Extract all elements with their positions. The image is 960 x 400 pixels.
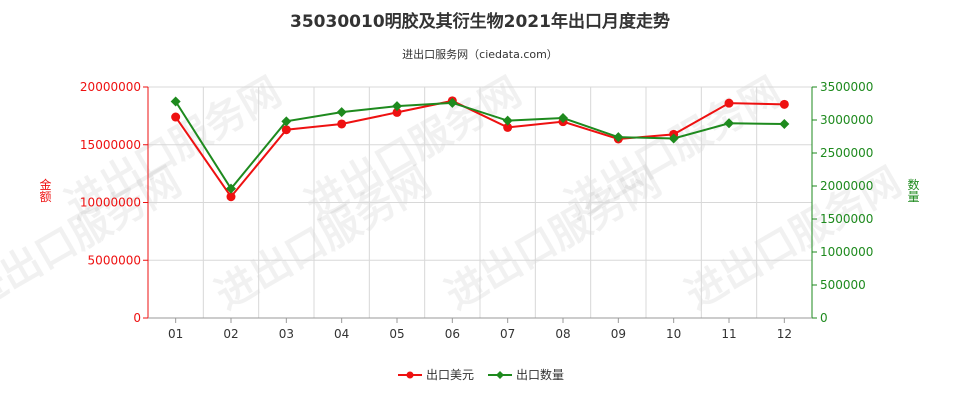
right-tick-label: 1500000: [820, 212, 873, 226]
chart-subtitle: 进出口服务网（ciedata.com）: [402, 47, 558, 61]
data-point-series-0[interactable]: [724, 98, 734, 108]
data-point-series-1[interactable]: [281, 116, 292, 127]
right-axis-label: 数量: [906, 177, 920, 202]
legend-label-0[interactable]: 出口美元: [426, 368, 474, 382]
left-tick-label: 5000000: [88, 253, 141, 267]
right-tick-label: 500000: [820, 278, 866, 292]
left-tick-label: 10000000: [80, 196, 141, 210]
data-point-series-1[interactable]: [447, 97, 458, 108]
right-tick-label: 3500000: [820, 80, 873, 94]
x-tick-label: 03: [279, 327, 294, 341]
data-point-series-1[interactable]: [226, 183, 236, 194]
series-line-1: [174, 100, 785, 191]
data-point-series-1[interactable]: [724, 118, 734, 129]
x-tick-label: 01: [168, 327, 183, 341]
data-point-series-0[interactable]: [337, 119, 347, 129]
series-line-0: [174, 99, 785, 199]
legend-marker-1: [496, 371, 504, 379]
data-point-series-0[interactable]: [226, 192, 236, 202]
right-tick-label: 1000000: [820, 245, 873, 259]
data-point-series-0[interactable]: [392, 107, 402, 117]
x-tick-label: 07: [500, 327, 515, 341]
x-tick-label: 05: [389, 327, 404, 341]
data-point-series-0[interactable]: [503, 122, 513, 132]
right-tick-label: 0: [820, 311, 828, 325]
data-point-series-1[interactable]: [392, 101, 402, 112]
x-tick-label: 11: [721, 327, 736, 341]
axes: 0 5000000 10000000 15000000 20000000 0 500000 1…: [38, 80, 920, 341]
grid: [147, 86, 813, 319]
x-tick-label: 10: [666, 327, 681, 341]
x-tick-label: 06: [445, 327, 460, 341]
legend-label-1[interactable]: 出口数量: [516, 367, 564, 382]
right-tick-label: 3000000: [820, 113, 873, 127]
data-point-series-1[interactable]: [558, 113, 568, 124]
legend: 出口美元 出口数量: [398, 367, 564, 382]
right-tick-label: 2500000: [820, 146, 873, 160]
left-tick-label: 0: [133, 311, 141, 325]
chart-title: 35030010明胶及其衍生物2021年出口月度走势: [290, 11, 670, 32]
left-tick-label: 20000000: [80, 80, 141, 94]
x-tick-label: 08: [555, 327, 570, 341]
watermark-text: 进出口服务网: [558, 69, 789, 229]
data-point-series-1[interactable]: [613, 132, 624, 143]
x-tick-label: 02: [223, 327, 238, 341]
data-point-series-0[interactable]: [171, 112, 181, 122]
watermark-text: 进出口服务网: [678, 159, 909, 319]
data-point-series-1[interactable]: [502, 115, 513, 126]
data-point-series-1[interactable]: [170, 96, 181, 107]
data-point-series-0[interactable]: [281, 125, 291, 135]
data-point-series-1[interactable]: [336, 107, 347, 118]
series-layer: [170, 96, 790, 202]
left-tick-label: 15000000: [80, 138, 141, 152]
data-point-series-1[interactable]: [668, 133, 679, 144]
data-point-series-0[interactable]: [779, 99, 789, 109]
legend-marker-0: [406, 371, 414, 379]
left-axis-label: 金额: [38, 177, 52, 203]
right-tick-label: 2000000: [820, 179, 873, 193]
x-tick-label: 12: [777, 327, 792, 341]
x-tick-label: 09: [611, 327, 626, 341]
data-point-series-1[interactable]: [779, 118, 790, 129]
x-tick-label: 04: [334, 327, 349, 341]
